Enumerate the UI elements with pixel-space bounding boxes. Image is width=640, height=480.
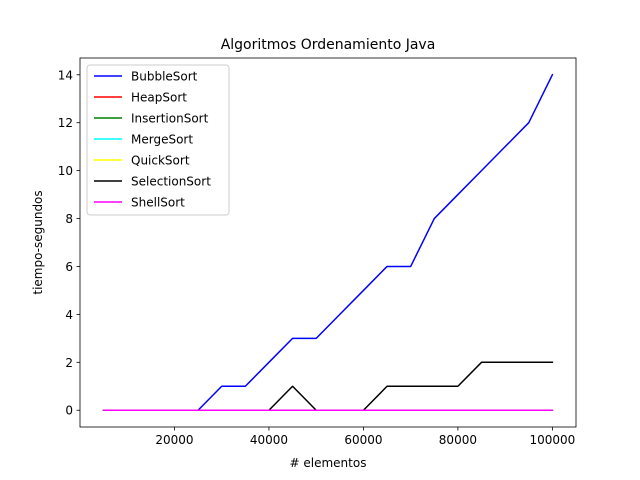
x-tick-label: 40000 [250,433,288,447]
legend-label-selectionsort: SelectionSort [131,175,211,189]
legend-entries: BubbleSort HeapSort InsertionSort MergeSort… [94,70,211,210]
plot-area-frame [79,57,577,428]
x-tick-label: 100000 [529,433,575,447]
legend-label-bubblesort: BubbleSort [131,70,198,84]
y-tick-label: 2 [65,356,73,370]
legend-label-shellsort: ShellSort [131,196,185,210]
y-axis-label: tiempo-segundos [31,190,45,294]
x-axis: 20000 40000 60000 80000 100000 [155,427,575,447]
legend-label-heapsort: HeapSort [131,91,187,105]
chart-title: Algoritmos Ordenamiento Java [221,37,436,53]
legend: BubbleSort HeapSort InsertionSort MergeSort… [86,64,230,216]
legend-label-insertionsort: InsertionSort [131,112,209,126]
x-tick-label: 20000 [155,433,193,447]
y-tick-label: 14 [58,68,73,82]
y-tick-label: 8 [65,212,73,226]
x-tick-label: 80000 [439,433,477,447]
legend-label-quicksort: QuickSort [131,154,190,168]
series-layer [102,73,554,411]
x-axis-label: # elementos [290,456,367,470]
y-tick-label: 10 [58,164,73,178]
y-axis: 0 2 4 6 8 10 12 14 [58,68,80,418]
y-tick-label: 0 [65,404,73,418]
y-tick-label: 12 [58,116,73,130]
legend-box [86,64,230,216]
legend-label-mergesort: MergeSort [131,133,193,147]
y-tick-label: 6 [65,260,73,274]
x-tick-label: 60000 [344,433,382,447]
y-tick-label: 4 [65,308,73,322]
